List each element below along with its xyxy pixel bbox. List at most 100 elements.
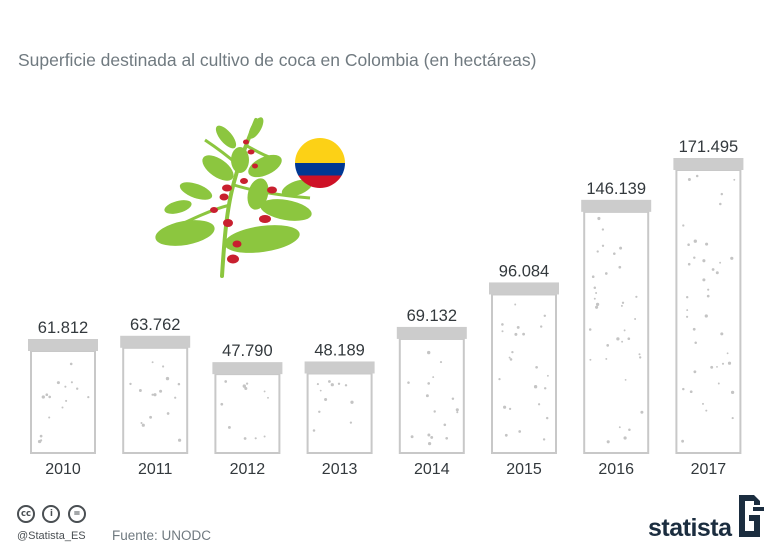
category-label: 2017 xyxy=(691,461,727,478)
bubble-dot xyxy=(542,438,546,441)
glass-bar xyxy=(306,372,373,455)
bubble-dot xyxy=(263,435,266,438)
bar-2016: 146.139 2016 xyxy=(581,180,652,478)
bubble-dot xyxy=(430,435,434,439)
bubble-dot xyxy=(64,385,67,388)
bubble-dot xyxy=(686,309,689,312)
bubble-dot xyxy=(682,224,685,227)
bubble-dot xyxy=(87,396,90,399)
value-label: 171.495 xyxy=(679,138,739,156)
value-label: 69.132 xyxy=(407,307,457,325)
nd-icon: = xyxy=(67,505,86,523)
bubble-dot xyxy=(151,393,154,396)
bubble-dot xyxy=(687,262,691,266)
bubble-dot xyxy=(727,361,732,365)
bubble-dot xyxy=(48,395,52,399)
bubble-dot xyxy=(56,381,60,385)
bubble-dot xyxy=(501,330,504,333)
colombia-flag-icon xyxy=(295,138,345,188)
bubble-dot xyxy=(425,394,429,398)
bubble-dot xyxy=(693,239,697,243)
bubble-dot xyxy=(588,328,592,331)
bubble-dot xyxy=(689,390,693,394)
bubble-dot xyxy=(613,252,616,255)
bubble-dot xyxy=(312,429,316,432)
bubble-dot xyxy=(153,393,157,397)
bubble-dot xyxy=(427,350,431,355)
value-label: 61.812 xyxy=(38,319,88,337)
bubble-dot xyxy=(704,314,708,318)
bubble-dot xyxy=(40,439,43,442)
bar-2015: 96.084 2015 xyxy=(489,262,559,478)
bubble-dot xyxy=(508,356,511,359)
bubble-dot xyxy=(439,361,443,364)
glass-bar xyxy=(491,293,557,455)
glass-lid xyxy=(28,338,98,351)
bubble-dot xyxy=(730,390,735,395)
category-label: 2015 xyxy=(506,461,542,478)
bubble-dot xyxy=(681,439,684,443)
bubble-dot xyxy=(328,380,331,383)
bubble-dot xyxy=(705,242,709,246)
bar-2012: 47.790 2012 xyxy=(212,342,283,478)
bubble-dot xyxy=(540,325,543,328)
bubble-dot xyxy=(443,423,447,427)
bubble-dot xyxy=(427,433,431,437)
bubble-dot xyxy=(628,428,631,431)
bubble-dot xyxy=(695,174,699,178)
bubble-dot xyxy=(591,275,595,279)
bubble-dot xyxy=(350,400,354,404)
bubble-dot xyxy=(692,327,696,331)
bubble-dot xyxy=(595,302,600,307)
bubble-dot xyxy=(533,385,538,389)
bubble-dot xyxy=(445,436,449,440)
bubble-dot xyxy=(455,408,459,412)
category-label: 2013 xyxy=(322,461,358,478)
bubble-dot xyxy=(324,397,328,402)
cc-icon: cc xyxy=(17,505,35,523)
bubble-dot xyxy=(407,381,410,384)
glass-bar xyxy=(214,373,281,454)
bubble-dot xyxy=(245,382,249,385)
bubble-dot xyxy=(687,243,690,246)
glass-lid xyxy=(304,361,375,374)
license-icons: cc i = xyxy=(17,505,89,523)
bubble-dot xyxy=(717,382,720,385)
glass-bar xyxy=(122,346,189,454)
bubble-dot xyxy=(427,382,431,385)
bubble-dot xyxy=(640,410,644,414)
bubble-dot xyxy=(719,202,722,206)
bubble-dot xyxy=(518,430,522,433)
bubble-dot xyxy=(224,380,228,383)
bubble-dot xyxy=(687,178,691,181)
bubble-dot xyxy=(618,426,621,429)
bubble-dot xyxy=(177,382,181,386)
bubble-dot xyxy=(711,268,715,271)
bubble-dot xyxy=(427,441,432,446)
bar-2017: 171.495 2017 xyxy=(673,138,744,478)
bubble-dot xyxy=(70,381,73,384)
bubble-dot xyxy=(693,256,696,259)
bubble-dot xyxy=(451,397,455,401)
bubble-dot xyxy=(149,415,153,419)
bubble-dot xyxy=(623,436,627,440)
bubble-dot xyxy=(639,356,642,359)
glass-lid xyxy=(581,199,652,212)
bubble-dot xyxy=(716,365,718,368)
glass-bar xyxy=(583,210,650,454)
bubble-dot xyxy=(597,216,601,221)
bubble-dot xyxy=(720,192,724,196)
bar-2010: 61.812 2010 xyxy=(28,319,98,478)
glass-bar xyxy=(398,337,465,454)
bubble-dot xyxy=(319,389,322,392)
value-label: 48.189 xyxy=(314,341,364,359)
bubble-dot xyxy=(546,374,549,377)
bubble-dot xyxy=(254,437,257,440)
glass-lid xyxy=(673,158,744,170)
bubble-dot xyxy=(623,329,626,332)
bubble-dot xyxy=(720,332,724,336)
bubble-dot xyxy=(509,358,513,361)
category-label: 2016 xyxy=(598,461,634,478)
statista-logo-mark-icon xyxy=(739,495,764,537)
bubble-dot xyxy=(616,337,620,341)
